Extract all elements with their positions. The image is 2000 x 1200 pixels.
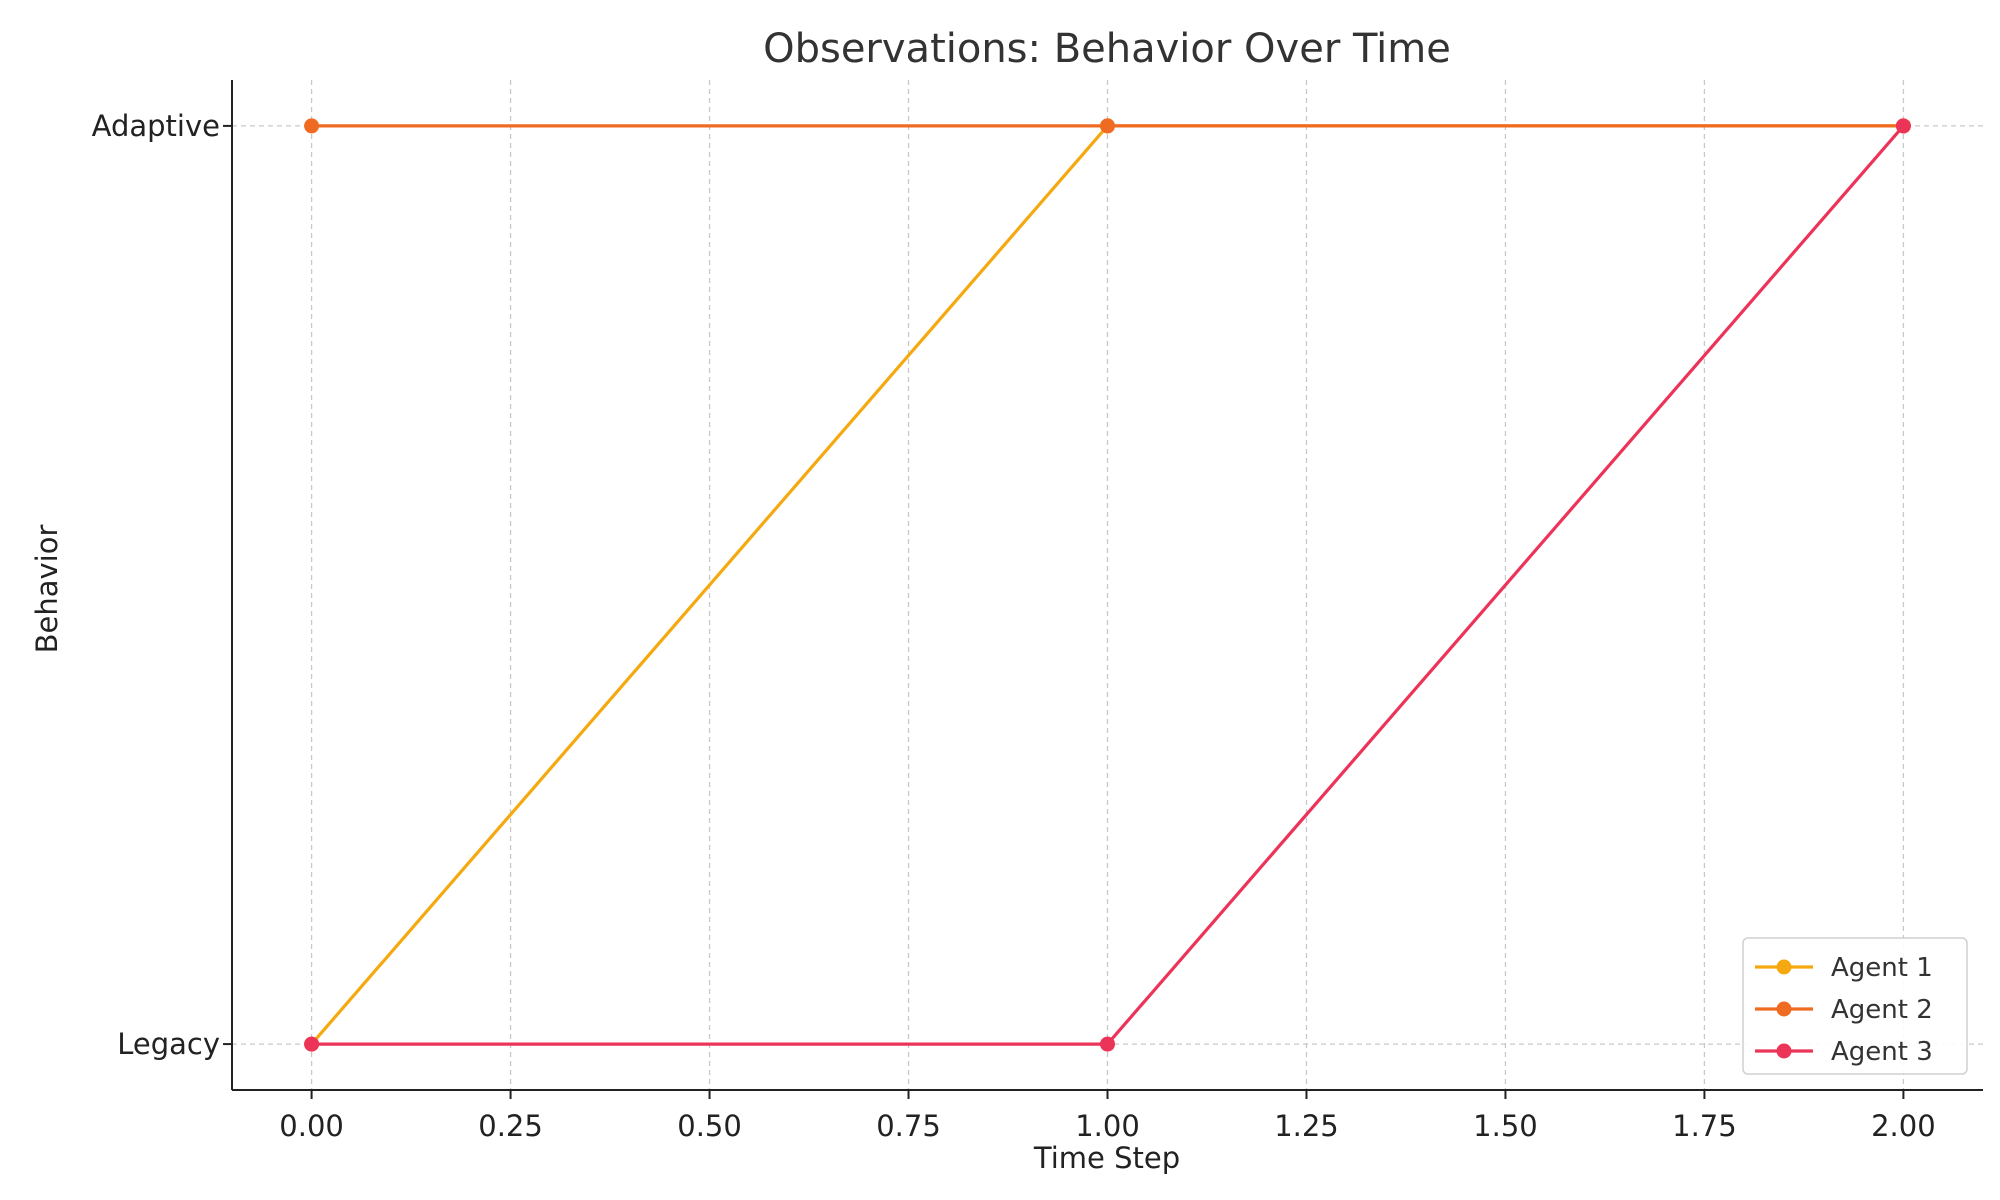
x-tick-label: 0.25 bbox=[478, 1109, 543, 1143]
data-point-agent-3 bbox=[304, 1036, 320, 1052]
labels: Observations: Behavior Over Time Time St… bbox=[30, 26, 1451, 1175]
data-point-agent-2 bbox=[1100, 118, 1115, 134]
data-point-agent-3 bbox=[1100, 1036, 1115, 1052]
x-tick-label: 2.00 bbox=[1871, 1109, 1936, 1143]
legend-swatch-marker bbox=[1776, 1043, 1792, 1059]
x-tick-label: 1.25 bbox=[1274, 1109, 1339, 1143]
legend-label: Agent 2 bbox=[1831, 995, 1933, 1025]
grid bbox=[232, 80, 1983, 1090]
legend-swatch-marker bbox=[1776, 959, 1792, 975]
x-axis-label: Time Step bbox=[1033, 1141, 1180, 1175]
legend-box bbox=[1742, 937, 1968, 1075]
legend: Agent 1 Agent 2 Agent 3 bbox=[1742, 937, 1968, 1075]
axes: 0.00 0.25 0.50 0.75 1.00 1.25 1.50 1.75 2.00 Lega… bbox=[92, 80, 1983, 1143]
y-tick-label: Adaptive bbox=[92, 109, 220, 143]
data-point-agent-3 bbox=[1895, 118, 1911, 134]
series bbox=[304, 118, 1911, 1052]
legend-label: Agent 1 bbox=[1831, 953, 1933, 983]
chart-title: Observations: Behavior Over Time bbox=[763, 26, 1451, 72]
x-tick-label: 1.75 bbox=[1672, 1109, 1737, 1143]
y-tick-label: Legacy bbox=[117, 1027, 220, 1061]
legend-label: Agent 3 bbox=[1831, 1037, 1933, 1067]
x-tick-label: 1.50 bbox=[1473, 1109, 1538, 1143]
legend-swatch-marker bbox=[1776, 1001, 1792, 1017]
x-tick-label: 0.00 bbox=[279, 1109, 344, 1143]
x-tick-label: 0.50 bbox=[677, 1109, 742, 1143]
data-point-agent-2 bbox=[304, 118, 320, 134]
x-tick-label: 0.75 bbox=[876, 1109, 941, 1143]
x-tick-label: 1.00 bbox=[1075, 1109, 1140, 1143]
y-axis-label: Behavior bbox=[30, 525, 64, 654]
